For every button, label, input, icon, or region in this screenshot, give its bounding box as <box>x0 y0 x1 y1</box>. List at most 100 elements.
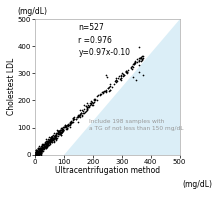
Point <box>35 150 39 154</box>
Point <box>68 124 72 127</box>
Point <box>56 131 59 134</box>
Point <box>34 153 37 156</box>
Point <box>37 148 41 151</box>
Point <box>137 60 141 63</box>
Point <box>39 150 42 153</box>
Point <box>69 126 72 129</box>
Point <box>60 130 64 133</box>
Point <box>40 149 44 153</box>
Point <box>125 71 128 74</box>
Point <box>61 128 65 131</box>
Point <box>35 151 39 154</box>
Point <box>36 149 39 152</box>
Point <box>55 137 58 140</box>
Point <box>67 123 70 126</box>
Point <box>80 112 83 115</box>
Point <box>119 76 123 79</box>
Point <box>68 122 72 125</box>
Point <box>39 151 43 154</box>
Point <box>53 136 56 139</box>
Point <box>40 147 44 150</box>
Point <box>71 116 75 120</box>
Point <box>39 148 42 151</box>
Point <box>42 145 46 148</box>
Point <box>38 147 42 150</box>
Point <box>60 133 63 136</box>
Point <box>38 151 41 154</box>
Point <box>49 138 53 141</box>
Point <box>41 142 44 146</box>
Point <box>124 71 128 74</box>
Text: Include 198 samples with
a TG of not less than 150 mg/dL: Include 198 samples with a TG of not les… <box>88 119 183 131</box>
Point <box>76 113 80 116</box>
Point <box>137 60 140 63</box>
Point <box>70 120 73 123</box>
Point <box>50 139 53 142</box>
Point <box>62 129 65 132</box>
Point <box>39 149 42 152</box>
Point <box>104 73 108 76</box>
Point <box>55 128 59 131</box>
Point <box>61 126 65 129</box>
Point <box>136 58 139 61</box>
Point <box>42 147 46 150</box>
Point <box>82 111 86 115</box>
Point <box>124 70 127 74</box>
Point <box>59 133 62 137</box>
Point <box>81 110 85 113</box>
Point <box>35 153 38 156</box>
Point <box>65 124 68 127</box>
Point <box>35 149 39 153</box>
Point <box>40 147 44 150</box>
Point <box>42 146 46 150</box>
Point <box>52 137 55 140</box>
Point <box>58 129 61 132</box>
Point <box>38 151 41 155</box>
Point <box>50 136 54 140</box>
Point <box>42 146 46 149</box>
Point <box>43 145 47 149</box>
Point <box>41 142 45 145</box>
Point <box>44 146 48 149</box>
Polygon shape <box>64 19 180 155</box>
Point <box>39 148 43 151</box>
Point <box>41 146 45 149</box>
Point <box>65 127 69 130</box>
Point <box>35 151 38 154</box>
Point <box>139 55 143 58</box>
Point <box>35 151 39 154</box>
Point <box>58 131 62 134</box>
Point <box>48 138 52 141</box>
Point <box>50 137 53 140</box>
Point <box>125 69 128 72</box>
Point <box>60 130 64 133</box>
Point <box>89 103 92 107</box>
Point <box>50 140 54 143</box>
Point <box>85 107 88 110</box>
Point <box>137 58 141 61</box>
Point <box>77 115 81 118</box>
Point <box>37 146 40 149</box>
Point <box>114 78 117 81</box>
Point <box>107 89 110 92</box>
Point <box>44 144 48 147</box>
Point <box>54 138 58 142</box>
Point <box>39 152 43 155</box>
Point <box>50 136 54 140</box>
Point <box>86 104 90 107</box>
Point <box>57 130 61 133</box>
Point <box>107 85 111 88</box>
Point <box>53 134 56 137</box>
Point <box>51 137 55 140</box>
Point <box>57 132 61 135</box>
Point <box>34 153 37 156</box>
Point <box>36 153 40 156</box>
Point <box>77 114 81 117</box>
Point <box>53 137 57 140</box>
Point <box>41 147 44 150</box>
Point <box>67 122 70 125</box>
Point <box>56 129 60 133</box>
Point <box>84 109 88 112</box>
Point <box>48 141 51 144</box>
Point <box>78 115 82 118</box>
